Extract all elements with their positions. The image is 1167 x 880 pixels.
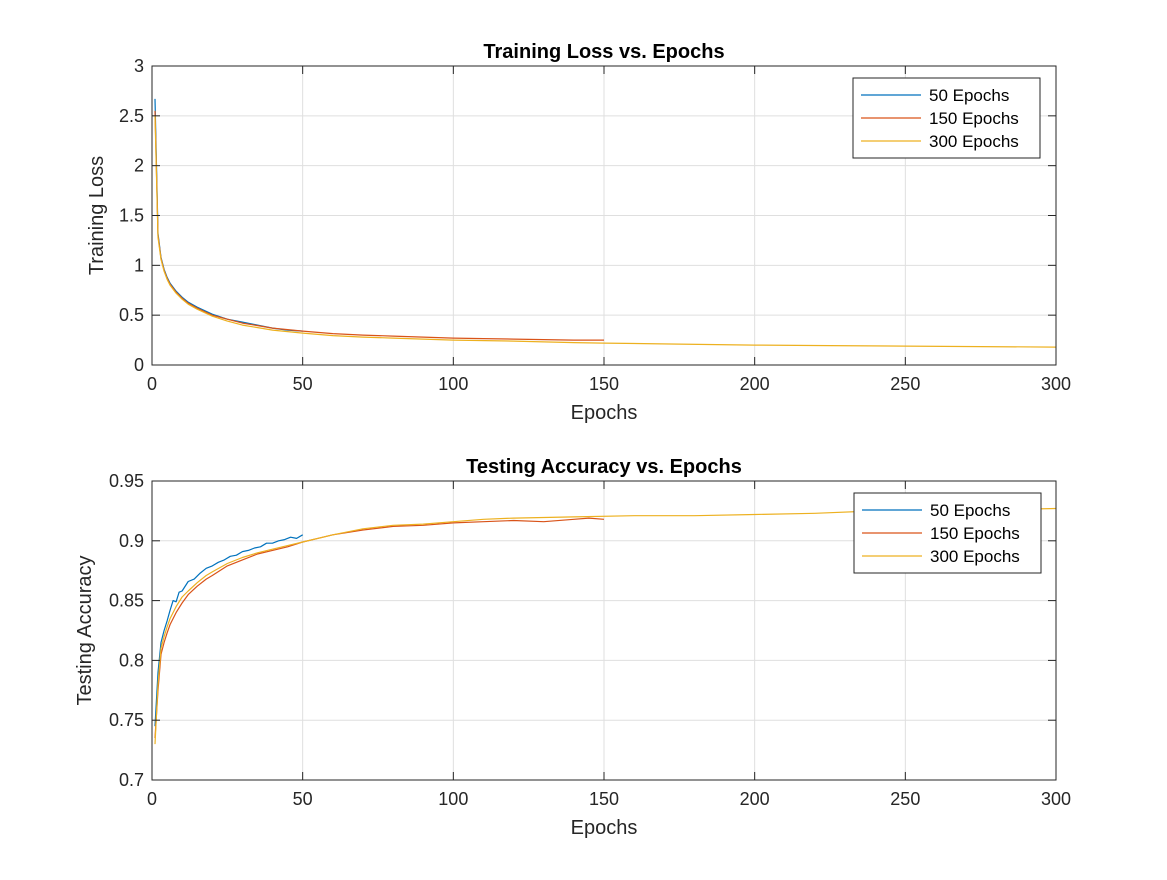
y-tick-label: 1.5 — [119, 206, 144, 226]
legend: 50 Epochs 150 Epochs 300 Epochs — [852, 77, 1041, 159]
y-tick-label: 3 — [134, 56, 144, 76]
x-tick-label: 50 — [293, 789, 313, 809]
x-tick-label: 150 — [589, 789, 619, 809]
legend-label-3: 300 Epochs — [930, 547, 1020, 566]
y-tick-label: 0.9 — [119, 531, 144, 551]
y-tick-label: 0.95 — [109, 471, 144, 491]
legend-label-2: 150 Epochs — [929, 109, 1019, 128]
y-tick-label: 1 — [134, 255, 144, 275]
x-axis-label: Epochs — [571, 402, 638, 424]
chart-2: 0 50 100 150 200 250 300 0.7 0.75 0.8 0.85 0.9 0.95 T… — [74, 456, 1071, 839]
x-tick-label: 200 — [740, 374, 770, 394]
series-line-3 — [154, 115, 1057, 348]
y-tick-label: 0 — [134, 355, 144, 375]
x-tick-label: 0 — [147, 374, 157, 394]
y-tick-label: 0.75 — [109, 710, 144, 730]
series-line-3 — [154, 507, 1057, 745]
y-tick-label: 0.7 — [119, 770, 144, 790]
y-tick-label: 2.5 — [119, 106, 144, 126]
legend-label-1: 50 Epochs — [929, 86, 1009, 105]
legend-label-1: 50 Epochs — [930, 501, 1010, 520]
x-tick-label: 0 — [147, 789, 157, 809]
y-tick-label: 2 — [134, 156, 144, 176]
chart-1: 0 50 100 150 200 250 300 0 0.5 1 1.5 2 2.5 3 Training … — [86, 41, 1071, 424]
legend: 50 Epochs 150 Epochs 300 Epochs — [853, 492, 1042, 574]
x-tick-label: 250 — [890, 789, 920, 809]
y-tick-label: 0.8 — [119, 650, 144, 670]
x-tick-label: 150 — [589, 374, 619, 394]
series-line-1 — [154, 534, 304, 727]
legend-label-2: 150 Epochs — [930, 524, 1020, 543]
x-axis-label: Epochs — [571, 817, 638, 839]
legend-label-3: 300 Epochs — [929, 132, 1019, 151]
x-tick-label: 50 — [293, 374, 313, 394]
series-line-2 — [154, 517, 605, 739]
y-axis-label: Training Loss — [86, 156, 108, 275]
x-tick-label: 300 — [1041, 789, 1071, 809]
y-axis-label: Testing Accuracy — [74, 555, 96, 705]
y-tick-label: 0.5 — [119, 305, 144, 325]
y-tick-label: 0.85 — [109, 591, 144, 611]
x-tick-label: 100 — [438, 374, 468, 394]
chart-title: Testing Accuracy vs. Epochs — [466, 456, 742, 478]
x-tick-label: 300 — [1041, 374, 1071, 394]
x-tick-label: 100 — [438, 789, 468, 809]
x-tick-label: 200 — [740, 789, 770, 809]
chart-title: Training Loss vs. Epochs — [483, 41, 724, 63]
x-tick-label: 250 — [890, 374, 920, 394]
